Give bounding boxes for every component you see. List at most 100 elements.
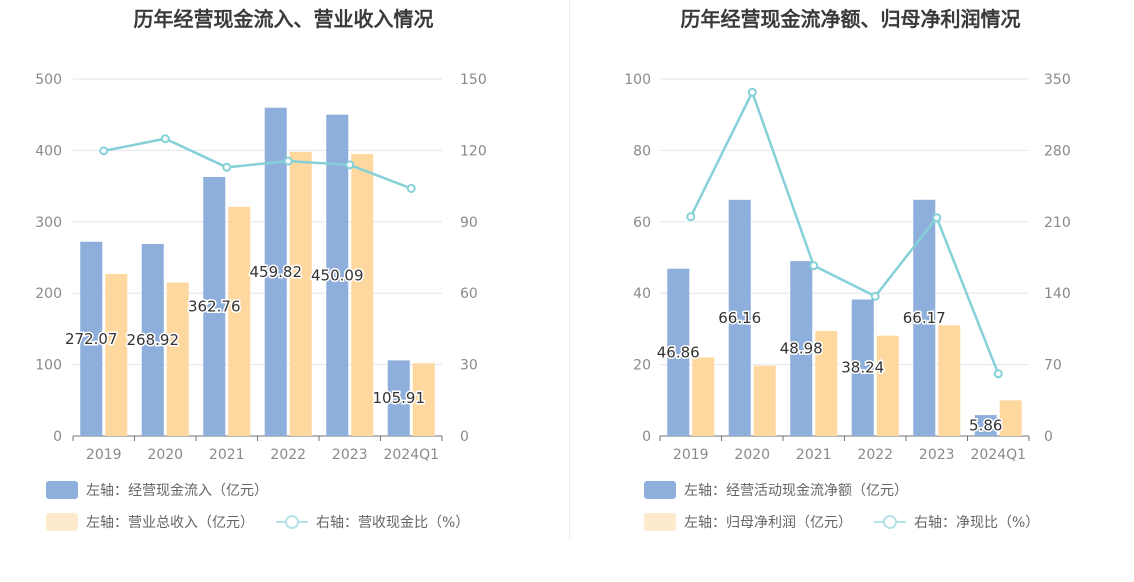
legend-label: 右轴：净现比（%） [914,515,1040,531]
ratio-point [747,87,757,97]
legend-label: 左轴：经营现金流入（亿元） [86,483,268,499]
y-left-tick-label: 20 [633,358,651,374]
bar-primary [913,199,936,436]
bar-value-label: 48.98 [780,340,823,358]
x-tick-label: 2020 [147,447,183,463]
bar-value-label: 66.16 [718,309,761,327]
ratio-point [222,162,232,172]
y-right-tick-label: 280 [1044,143,1071,159]
x-tick-label: 2019 [673,447,709,463]
bar-primary [141,243,164,436]
legend-row-2: 左轴：归母净利润（亿元） 右轴：净现比（%） [644,511,1061,533]
y-left-tick-label: 0 [53,429,62,445]
bar-primary [203,176,226,436]
legend-item-cash-ratio[interactable]: 右轴：营收现金比（%） [276,512,469,532]
ratio-point [99,146,109,156]
y-left-tick-label: 40 [633,286,651,302]
bar-secondary [815,331,838,436]
y-left-tick-label: 400 [35,143,62,159]
y-right-tick-label: 0 [1044,429,1053,445]
bar-value-label: 272.07 [65,330,118,348]
y-right-tick-label: 120 [460,143,487,159]
legend-row-2: 左轴：营业总收入（亿元） 右轴：营收现金比（%） [46,511,491,533]
y-right-tick-label: 90 [460,215,478,231]
ratio-line [103,137,412,190]
legend-item-net-cash-ratio[interactable]: 右轴：净现比（%） [874,512,1039,532]
bar-primary [728,199,751,436]
panel-divider [569,0,570,540]
legend-row-1: 左轴：经营活动现金流净额（亿元） [644,479,930,501]
bar-primary [326,114,349,436]
y-right-tick-label: 210 [1044,215,1071,231]
legend-label: 左轴：归母净利润（亿元） [684,515,852,531]
legend-label: 左轴：经营活动现金流净额（亿元） [684,483,908,499]
legend-label: 右轴：营收现金比（%） [316,515,470,531]
x-tick-label: 2019 [86,447,122,463]
x-tick-label: 2024Q1 [383,447,439,463]
ratio-point [160,134,170,144]
bar-primary [387,360,410,436]
bar-primary [974,415,997,436]
bar-value-label: 105.91 [373,389,426,407]
ratio-point [283,156,293,166]
legend-swatch [644,513,676,531]
x-tick-label: 2024Q1 [970,447,1026,463]
bar-secondary [412,363,435,436]
chart-title: 历年经营现金流净额、归母净利润情况 [680,7,1021,31]
y-right-tick-label: 60 [460,286,478,302]
y-left-tick-label: 100 [624,72,651,88]
bar-value-label: 450.09 [311,266,364,284]
bar-secondary [999,400,1022,436]
x-tick-label: 2022 [270,447,306,463]
bar-value-label: 362.76 [188,297,241,315]
y-left-tick-label: 60 [633,215,651,231]
bar-secondary [289,151,312,436]
y-left-tick-label: 100 [35,358,62,374]
ratio-point [686,212,696,222]
y-left-tick-label: 500 [35,72,62,88]
legend-label: 左轴：营业总收入（亿元） [86,515,254,531]
legend-item-net-cash-flow[interactable]: 左轴：经营活动现金流净额（亿元） [644,480,908,500]
chart-canvas: 0 0 100 30 200 60 300 90 400 120 500 150 2019 2020 202… [35,72,487,463]
x-tick-label: 2023 [919,447,955,463]
x-tick-label: 2022 [857,447,893,463]
bar-value-label: 459.82 [250,263,303,281]
bar-value-label: 268.92 [127,331,180,349]
legend-line-swatch [874,513,906,531]
legend-swatch [46,481,78,499]
bar-primary [264,107,287,436]
x-tick-label: 2023 [332,447,368,463]
bar-primary [667,268,690,436]
y-left-tick-label: 0 [642,429,651,445]
bar-secondary [228,206,251,436]
y-left-tick-label: 200 [35,286,62,302]
bar-secondary [105,273,128,436]
chart-title: 历年经营现金流入、营业收入情况 [133,7,434,31]
bar-secondary [876,335,899,436]
legend-item-net-profit[interactable]: 左轴：归母净利润（亿元） [644,512,852,532]
ratio-point [809,261,819,271]
bar-secondary [351,153,374,436]
y-right-tick-label: 30 [460,358,478,374]
y-right-tick-label: 70 [1044,358,1062,374]
bar-value-label: 38.24 [841,359,884,377]
y-right-tick-label: 150 [460,72,487,88]
y-right-tick-label: 350 [1044,72,1071,88]
ratio-point [932,213,942,223]
x-tick-label: 2020 [734,447,770,463]
chart-panel-left: 历年经营现金流入、营业收入情况 0 0 100 30 200 60 300 90 400 120 5… [35,7,491,533]
chart-panel-right: 历年经营现金流净额、归母净利润情况 0 0 20 70 40 140 60 210 80 280 1… [567,0,1134,582]
ratio-point [870,291,880,301]
bar-value-label: 5.86 [969,417,1002,435]
bar-secondary [692,357,715,436]
bar-value-label: 46.86 [657,343,700,361]
y-left-tick-label: 300 [35,215,62,231]
bar-value-label: 66.17 [903,309,946,327]
legend-swatch [644,481,676,499]
bar-primary [80,241,103,436]
bar-primary [790,261,813,436]
legend-item-revenue[interactable]: 左轴：营业总收入（亿元） [46,512,254,532]
bar-primary [851,299,874,436]
legend-item-cash-inflow[interactable]: 左轴：经营现金流入（亿元） [46,480,268,500]
bar-secondary [753,365,776,436]
